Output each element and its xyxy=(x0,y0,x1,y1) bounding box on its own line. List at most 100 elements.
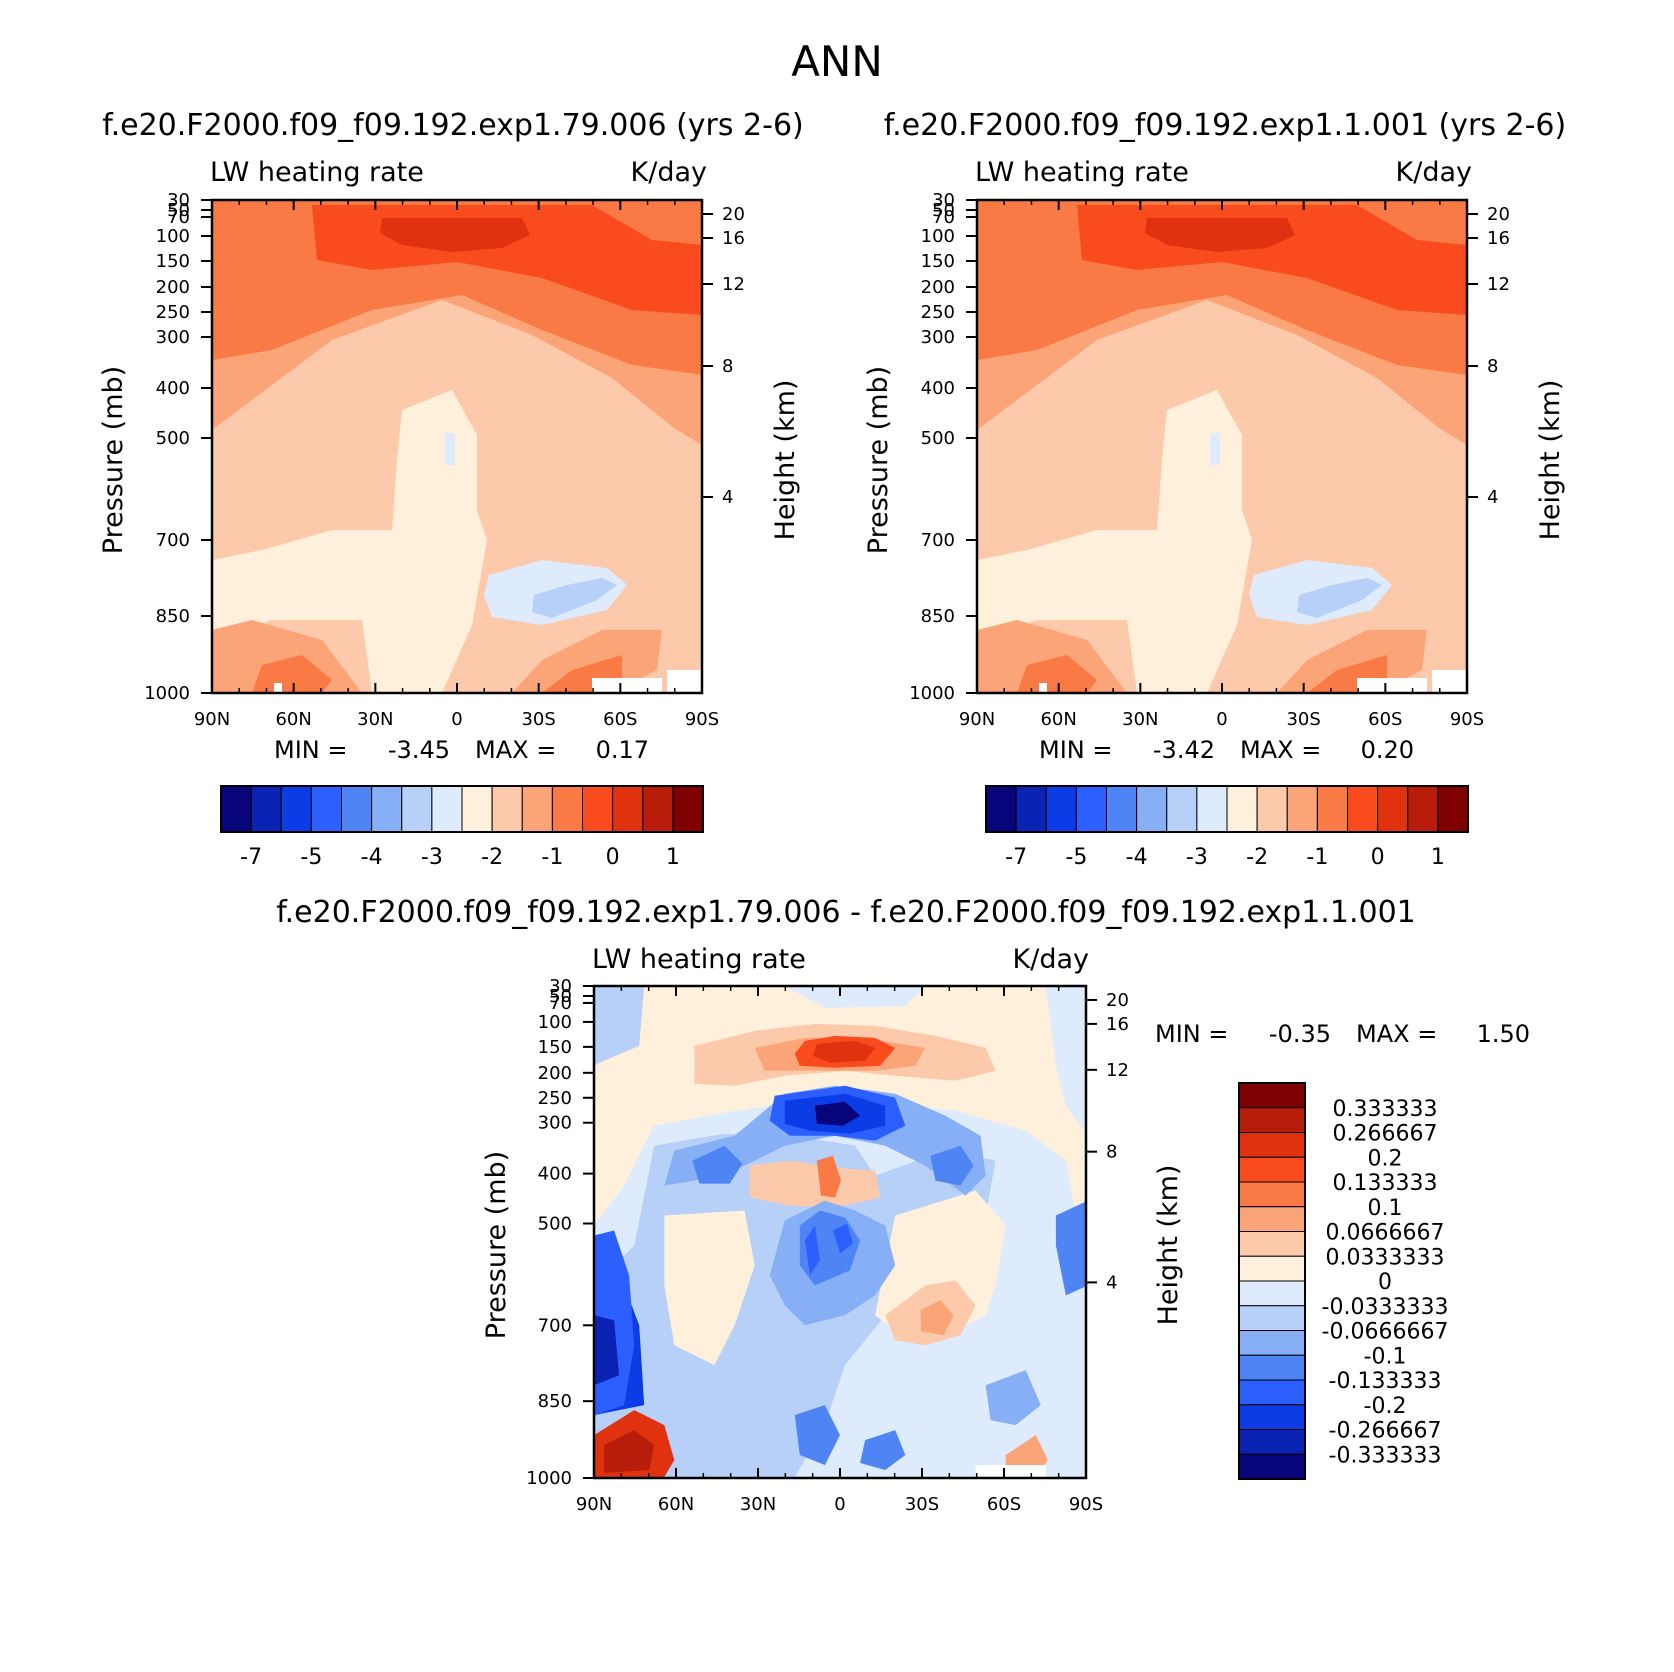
y-tick-label: 150 xyxy=(156,251,190,272)
panel-difference: f.e20.F2000.f09_f09.192.exp1.79.006 - f.… xyxy=(276,895,1530,1515)
colorbar-label: 0.133333 xyxy=(1333,1171,1438,1196)
colorbar-swatch xyxy=(1136,785,1168,833)
y-tick-label: 400 xyxy=(921,378,955,399)
colorbar: -7 -5 -4 -3 -2 -1 0 1 xyxy=(985,785,1469,870)
contour-region-8 xyxy=(1297,578,1382,618)
y-tick-label: 300 xyxy=(921,327,955,348)
y-tick-label: 500 xyxy=(538,1214,572,1235)
max-label: MAX = xyxy=(1240,736,1321,764)
colorbar-swatch xyxy=(371,785,403,833)
y-tick-label: 700 xyxy=(156,530,190,551)
colorbar-swatch xyxy=(612,785,644,833)
panel-subtitle: f.e20.F2000.f09_f09.192.exp1.79.006 (yrs… xyxy=(102,108,804,143)
y-tick-label: 50 xyxy=(167,200,190,221)
max-value: 0.20 xyxy=(1361,736,1414,764)
colorbar-swatch xyxy=(491,785,523,833)
contour-region-6 xyxy=(1210,433,1220,465)
x-tick-label: 30N xyxy=(740,1494,776,1515)
y-tick-label: 500 xyxy=(156,428,190,449)
units-label: K/day xyxy=(1396,157,1472,188)
y-tick-label: 30 xyxy=(932,190,955,211)
contour-region-10 xyxy=(1017,655,1097,693)
colorbar-swatch xyxy=(1238,1206,1306,1232)
colorbar-swatch xyxy=(1196,785,1228,833)
colorbar-swatch xyxy=(250,785,282,833)
colorbar-label: -3 xyxy=(421,845,443,870)
colorbar-label: -5 xyxy=(1065,845,1087,870)
colorbar-swatch xyxy=(1238,1280,1306,1307)
contour-region-15 xyxy=(667,670,702,693)
y-tick-label: 1000 xyxy=(526,1468,572,1489)
contour-region-5 xyxy=(977,390,1252,693)
y-tick-label: 400 xyxy=(538,1164,572,1185)
contour-region-14 xyxy=(1039,683,1047,693)
y-tick-label: 100 xyxy=(538,1012,572,1033)
colorbar-frame xyxy=(220,785,704,833)
y-tick-label: 200 xyxy=(921,277,955,298)
y-axis-right-label: Height (km) xyxy=(1535,380,1566,541)
y-right-tick-label: 8 xyxy=(722,356,733,377)
colorbar: -7 -5 -4 -3 -2 -1 0 1 xyxy=(220,785,704,870)
y-tick-label: 70 xyxy=(167,207,190,228)
x-tick-label: 30S xyxy=(1286,709,1320,730)
panel-subtitle: f.e20.F2000.f09_f09.192.exp1.79.006 - f.… xyxy=(276,895,1416,930)
contour-region-31 xyxy=(794,1405,840,1465)
min-value: -3.45 xyxy=(388,736,450,764)
y-tick-label: 30 xyxy=(167,190,190,211)
colorbar-label: -0.2 xyxy=(1364,1394,1407,1419)
y-tick-label: 100 xyxy=(921,226,955,247)
variable-label: LW heating rate xyxy=(210,157,424,188)
contour-region-30 xyxy=(604,1430,655,1473)
colorbar-swatch xyxy=(1238,1354,1306,1381)
colorbar-swatch xyxy=(1238,1330,1306,1356)
y-axis-right-label: Height (km) xyxy=(1153,1165,1184,1326)
colorbar-frame xyxy=(985,785,1469,833)
colorbar-label: 0.2 xyxy=(1368,1146,1403,1171)
contour-region-10 xyxy=(252,655,332,693)
contour-region-1 xyxy=(594,986,645,1066)
colorbar-swatch xyxy=(1347,785,1379,833)
colorbar-label: 0.266667 xyxy=(1333,1122,1438,1147)
colorbar-swatch xyxy=(1238,1453,1306,1480)
y-tick-label: 850 xyxy=(156,606,190,627)
contour-region-6 xyxy=(664,1210,755,1366)
min-value: -3.42 xyxy=(1153,736,1215,764)
colorbar-swatch xyxy=(461,785,493,833)
colorbar-swatch xyxy=(401,785,433,833)
y-tick-label: 250 xyxy=(921,302,955,323)
colorbar-label: -0.1 xyxy=(1364,1344,1407,1369)
x-tick-label: 90S xyxy=(1450,709,1484,730)
min-label: MIN = xyxy=(1039,736,1112,764)
contour-region-33 xyxy=(985,1370,1041,1426)
contour-region-21 xyxy=(812,1040,876,1063)
colorbar-swatch xyxy=(985,785,1017,833)
y-right-tick-label: 12 xyxy=(722,274,745,295)
colorbar-swatch xyxy=(1407,785,1439,833)
x-tick-label: 90N xyxy=(959,709,995,730)
contour-region-3 xyxy=(1045,986,1086,1133)
colorbar-swatch xyxy=(642,785,674,833)
y-right-tick-label: 20 xyxy=(1106,990,1129,1011)
colorbar-label: 1 xyxy=(666,845,680,870)
contour-region-10 xyxy=(749,1160,881,1208)
colorbar-swatch xyxy=(1166,785,1198,833)
colorbar-label: -5 xyxy=(300,845,322,870)
colorbar-label: 0 xyxy=(606,845,620,870)
colorbar-label: 0.0333333 xyxy=(1326,1245,1445,1270)
y-tick-label: 30 xyxy=(549,976,572,997)
colorbar-swatch xyxy=(1238,1107,1306,1133)
colorbar-label: -7 xyxy=(240,845,262,870)
contour-region-8 xyxy=(532,578,617,618)
colorbar-label: -0.133333 xyxy=(1329,1369,1442,1394)
y-tick-label: 150 xyxy=(538,1037,572,1058)
panel-model-2: f.e20.F2000.f09_f09.192.exp1.1.001 (yrs … xyxy=(863,108,1566,870)
y-axis-label: Pressure (mb) xyxy=(98,366,129,554)
contour-region-15 xyxy=(1432,670,1467,693)
y-right-tick-label: 4 xyxy=(1106,1272,1117,1293)
y-right-tick-label: 8 xyxy=(1106,1142,1117,1163)
y-tick-label: 300 xyxy=(156,327,190,348)
colorbar-label: -2 xyxy=(1246,845,1268,870)
colorbar-swatch xyxy=(431,785,463,833)
colorbar-label: 0 xyxy=(1378,1270,1392,1295)
y-axis-label: Pressure (mb) xyxy=(481,1151,512,1339)
